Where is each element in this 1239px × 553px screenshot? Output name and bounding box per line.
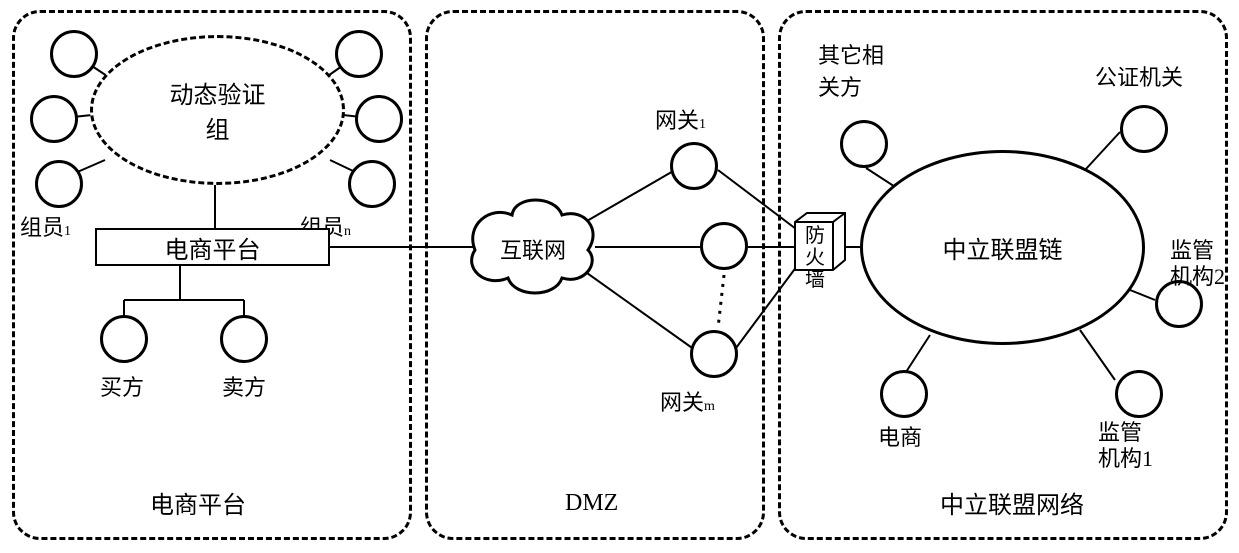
buyer-label: 买方 [100, 370, 144, 402]
member-1-sub: 1 [64, 224, 71, 239]
gateway-1-text: 网关 [655, 108, 699, 133]
gateway-m-sub: m [704, 399, 715, 414]
member-left-2 [30, 95, 78, 143]
other-party-circle [840, 120, 888, 168]
regulator-1-circle [1115, 370, 1163, 418]
zone-dmz [425, 10, 765, 540]
member-1-text: 组员 [20, 215, 64, 240]
ecom-node-circle [880, 370, 928, 418]
gateway-1-label: 网关1 [655, 103, 706, 135]
notary-circle [1120, 105, 1168, 153]
gateway-1 [670, 142, 718, 190]
ecommerce-platform-box: 电商平台 [95, 228, 330, 266]
zone-label-left: 电商平台 [150, 485, 246, 520]
member-right-2 [355, 95, 403, 143]
firewall-text-2: 火 [805, 247, 825, 269]
member-n-sub: n [344, 224, 351, 239]
gateway-m-text: 网关 [660, 390, 704, 415]
zone-label-right: 中立联盟网络 [940, 485, 1084, 520]
member-right-3 [348, 160, 396, 208]
member-right-1 [335, 30, 383, 78]
other-party-label: 其它相 关方 [818, 38, 884, 102]
firewall-text-3: 墙 [805, 269, 825, 291]
seller-label: 卖方 [222, 370, 266, 402]
member-left-1 [50, 30, 98, 78]
notary-label: 公证机关 [1095, 60, 1183, 92]
ecom-node-label: 电商 [878, 420, 922, 452]
internet-label: 互联网 [500, 233, 566, 265]
seller-circle [220, 315, 268, 363]
gateway-2 [700, 222, 748, 270]
regulator-1-label: 监管 机构1 [1098, 420, 1153, 473]
zone-label-middle: DMZ [565, 490, 618, 517]
firewall-label: 防 火 墙 [796, 225, 834, 291]
firewall-text-1: 防 [805, 225, 825, 247]
member-left-3 [35, 160, 83, 208]
member-1-label: 组员1 [20, 210, 71, 242]
dynamic-validation-group: 动态验证 组 [90, 35, 345, 185]
gateway-m-label: 网关m [660, 385, 715, 417]
gateway-m [690, 330, 738, 378]
buyer-circle [100, 315, 148, 363]
regulator-2-label: 监管 机构2 [1170, 238, 1225, 291]
gateway-1-sub: 1 [699, 117, 706, 132]
neutral-consortium-chain: 中立联盟链 [860, 150, 1145, 345]
